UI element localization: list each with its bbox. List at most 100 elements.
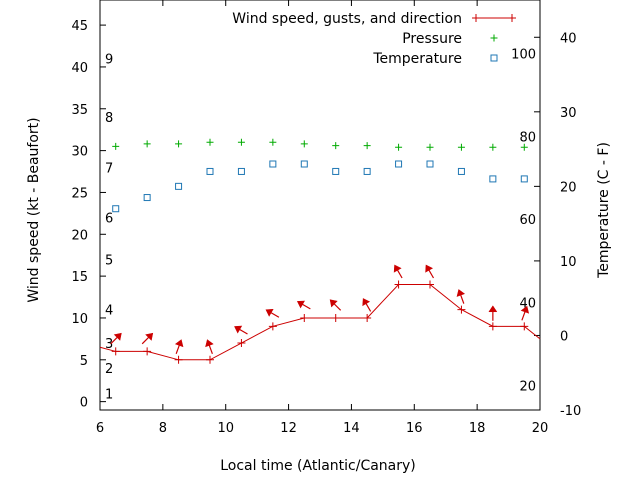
y2-tick-label: 20	[560, 180, 577, 195]
wind-point	[363, 313, 372, 322]
temperature-series	[112, 160, 528, 213]
wind-direction-arrow	[329, 299, 342, 311]
wind-series	[99, 264, 541, 364]
wind-direction-arrow	[141, 332, 154, 345]
y-tick-label: 40	[71, 61, 88, 76]
beaufort-label: 5	[105, 253, 113, 268]
wind-point	[426, 280, 434, 289]
temperature-point	[332, 167, 340, 175]
y2-tick-label: 10	[560, 255, 577, 270]
wind-direction-arrow	[265, 309, 280, 318]
y2-axis-title: Temperature (C - F)	[596, 142, 612, 279]
pressure-point	[300, 140, 308, 148]
wind-direction-arrow	[110, 332, 122, 345]
wind-direction-arrow	[488, 305, 498, 321]
pressure-point	[489, 143, 497, 151]
legend-swatch-plus	[490, 34, 498, 42]
beaufort-label: 1	[105, 387, 113, 402]
legend-label: Temperature	[372, 51, 462, 67]
beaufort-label: 6	[105, 212, 113, 227]
wind-direction-arrow	[362, 298, 372, 312]
pressure-point	[269, 138, 277, 146]
y-tick-label: 0	[80, 396, 88, 411]
x-axis-title: Local time (Atlantic/Canary)	[220, 458, 416, 474]
beaufort-label: 2	[105, 362, 113, 377]
wind-point	[111, 347, 120, 356]
temperature-point	[489, 175, 497, 183]
x-tick-label: 8	[159, 421, 167, 436]
temperature-point	[237, 167, 245, 175]
y2-tick-label: 40	[560, 31, 577, 46]
wind-point	[457, 305, 466, 314]
wind-point	[237, 339, 246, 348]
temperature-point	[112, 205, 120, 213]
wind-point	[206, 355, 214, 364]
wind-direction-arrow	[296, 300, 311, 310]
legend-label: Pressure	[402, 31, 462, 47]
pressure-point	[332, 142, 340, 150]
temperature-point	[457, 167, 465, 175]
beaufort-label: 9	[105, 53, 113, 68]
plot-frame	[99, 0, 541, 411]
y-tick-label: 15	[71, 270, 88, 285]
fahrenheit-label: 100	[511, 48, 536, 63]
wind-direction-arrow	[425, 264, 435, 279]
x-tick-label: 16	[406, 421, 423, 436]
x-tick-label: 18	[469, 421, 486, 436]
x-tick-label: 14	[343, 421, 360, 436]
pressure-series	[112, 138, 528, 151]
pressure-point	[143, 140, 151, 148]
y-tick-label: 35	[71, 103, 88, 118]
y-tick-label: 30	[71, 145, 88, 160]
y2-tick-label: 30	[560, 106, 577, 121]
pressure-point	[206, 138, 214, 146]
pressure-point	[395, 143, 403, 151]
wind-line	[99, 283, 541, 361]
beaufort-label: 7	[105, 161, 113, 176]
x-tick-label: 20	[532, 421, 549, 436]
fahrenheit-label: 20	[519, 379, 536, 394]
fahrenheit-label: 80	[519, 130, 536, 145]
y-axis-title: Wind speed (kt - Beaufort)	[26, 117, 42, 302]
pressure-point	[426, 143, 434, 151]
temperature-point	[426, 160, 434, 168]
wind-point	[300, 313, 309, 322]
temperature-point	[300, 160, 308, 168]
y-tick-label: 45	[71, 19, 88, 34]
temperature-point	[395, 160, 403, 168]
temperature-point	[143, 194, 151, 202]
wind-point	[331, 313, 340, 322]
temperature-point	[175, 182, 183, 190]
wind-point	[520, 322, 529, 331]
beaufort-label: 3	[105, 337, 113, 352]
temperature-point	[520, 175, 528, 183]
x-tick-label: 12	[280, 421, 297, 436]
wind-point	[394, 280, 403, 289]
y2-tick-label: 0	[560, 329, 568, 344]
wind-point	[488, 322, 497, 331]
legend-swatch-end	[508, 14, 516, 22]
pressure-point	[175, 140, 183, 148]
pressure-point	[520, 143, 528, 151]
wind-direction-arrow	[205, 339, 214, 355]
pressure-point	[363, 142, 371, 150]
wind-direction-arrow	[234, 325, 248, 335]
legend-swatch-square	[490, 54, 498, 62]
y2-tick-label: -10	[560, 404, 581, 419]
fahrenheit-label: 40	[519, 297, 536, 312]
y-tick-label: 20	[71, 228, 88, 243]
wind-point	[174, 355, 183, 364]
legend-swatch-end	[472, 14, 480, 22]
beaufort-label: 4	[105, 304, 113, 319]
fahrenheit-label: 60	[519, 213, 536, 228]
pressure-point	[457, 143, 465, 151]
y-tick-label: 5	[80, 354, 88, 369]
wind-direction-arrow	[174, 339, 184, 355]
x-tick-label: 10	[217, 421, 234, 436]
wind-point	[143, 347, 152, 356]
wind-direction-arrow	[520, 305, 530, 321]
legend-label: Wind speed, gusts, and direction	[232, 11, 462, 27]
x-tick-label: 6	[96, 421, 104, 436]
